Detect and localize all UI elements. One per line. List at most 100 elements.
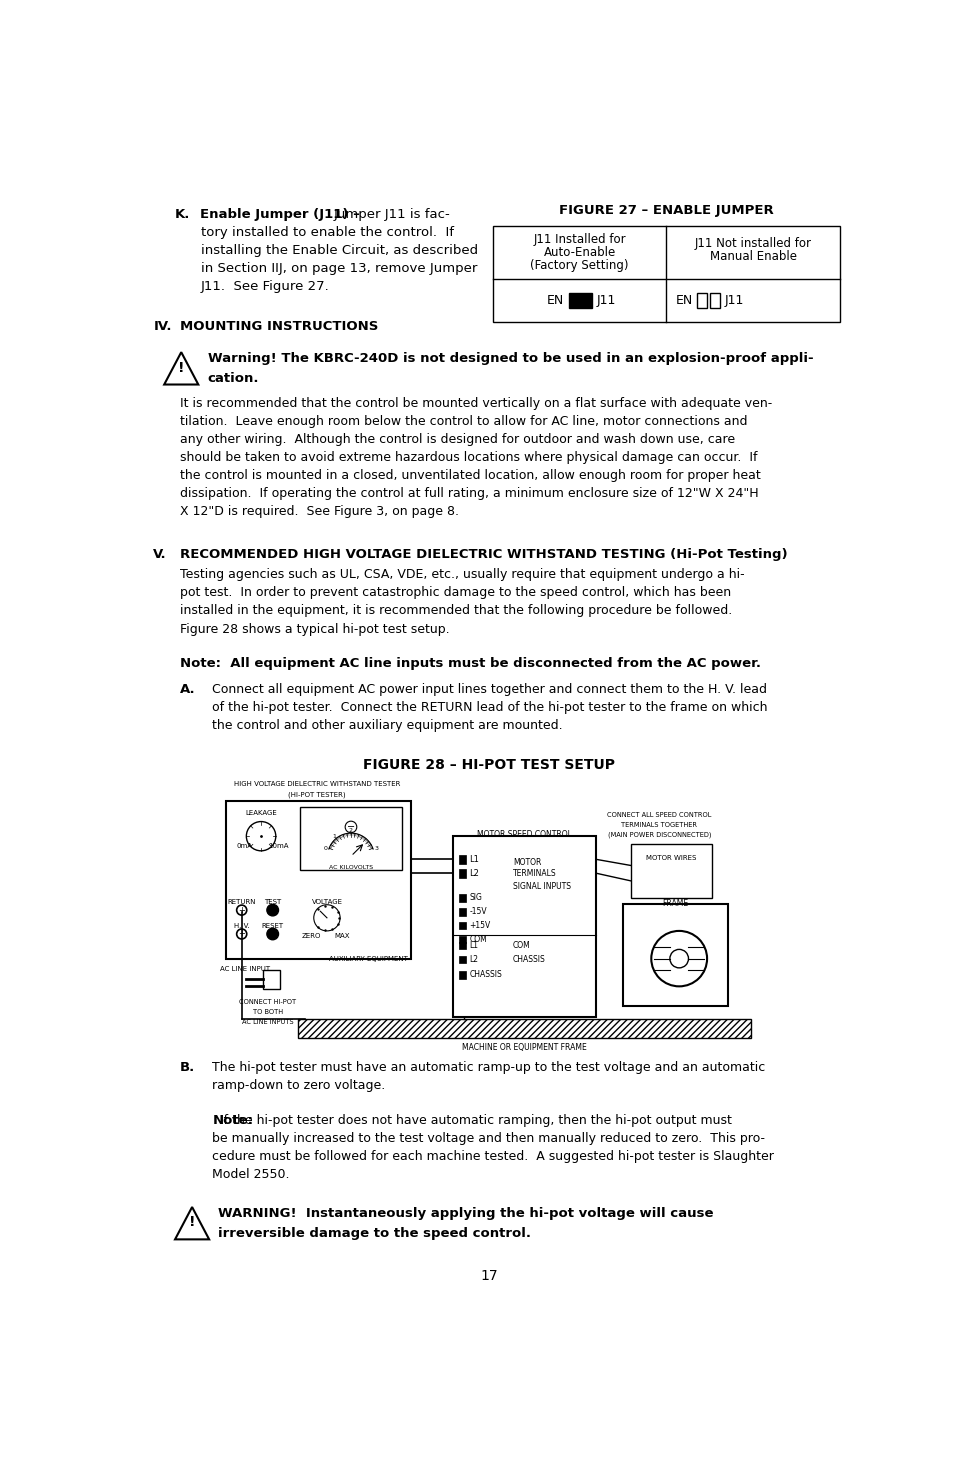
Bar	[452, 836, 596, 1018]
Text: (Factory Setting): (Factory Setting)	[530, 260, 628, 273]
Text: installed in the equipment, it is recommended that the following procedure be fo: installed in the equipment, it is recomm…	[179, 605, 731, 618]
Text: MACHINE OR EQUIPMENT FRAME: MACHINE OR EQUIPMENT FRAME	[461, 1043, 586, 1052]
Text: TERMINALS: TERMINALS	[513, 869, 556, 878]
Text: AC LINE INPUT: AC LINE INPUT	[220, 966, 270, 972]
Text: of the hi-pot tester.  Connect the RETURN lead of the hi-pot tester to the frame: of the hi-pot tester. Connect the RETURN…	[212, 701, 767, 714]
Text: pot test.  In order to prevent catastrophic damage to the speed control, which h: pot test. In order to prevent catastroph…	[179, 587, 730, 599]
Text: CHASSIS: CHASSIS	[469, 971, 502, 979]
Text: If the hi-pot tester does not have automatic ramping, then the hi-pot output mus: If the hi-pot tester does not have autom…	[212, 1114, 731, 1127]
Text: CHASSIS: CHASSIS	[513, 954, 545, 963]
Text: Model 2550.: Model 2550.	[212, 1168, 290, 1181]
Text: CONNECT ALL SPEED CONTROL: CONNECT ALL SPEED CONTROL	[607, 811, 711, 817]
Text: installing the Enable Circuit, as described: installing the Enable Circuit, as descri…	[200, 243, 477, 257]
Text: HIGH VOLTAGE DIELECTRIC WITHSTAND TESTER: HIGH VOLTAGE DIELECTRIC WITHSTAND TESTER	[233, 780, 399, 786]
Text: SIG: SIG	[469, 894, 482, 903]
Text: −: −	[347, 822, 355, 832]
Text: VOLTAGE: VOLTAGE	[311, 898, 342, 904]
Text: 1: 1	[332, 833, 335, 839]
Bar	[297, 1019, 750, 1038]
Text: the control is mounted in a closed, unventilated location, allow enough room for: the control is mounted in a closed, unve…	[179, 469, 760, 482]
Text: !: !	[189, 1215, 195, 1230]
Text: J11 Not installed for: J11 Not installed for	[694, 237, 811, 251]
Bar	[458, 854, 465, 864]
Text: AC KILOVOLTS: AC KILOVOLTS	[329, 866, 373, 870]
Bar	[697, 294, 707, 308]
Text: Figure 28 shows a typical hi-pot test setup.: Figure 28 shows a typical hi-pot test se…	[179, 622, 449, 636]
Circle shape	[267, 904, 278, 916]
Circle shape	[236, 906, 247, 914]
Text: J11 Installed for: J11 Installed for	[533, 233, 625, 246]
Text: dissipation.  If operating the control at full rating, a minimum enclosure size : dissipation. If operating the control at…	[179, 487, 758, 500]
Text: should be taken to avoid extreme hazardous locations where physical damage can o: should be taken to avoid extreme hazardo…	[179, 451, 757, 465]
Text: ZERO: ZERO	[301, 934, 321, 940]
Circle shape	[345, 822, 356, 833]
Circle shape	[236, 929, 247, 940]
Bar	[458, 941, 465, 950]
Text: L1: L1	[469, 941, 478, 950]
Bar	[458, 869, 465, 878]
Text: tory installed to enable the control.  If: tory installed to enable the control. If	[200, 226, 453, 239]
Text: Warning! The KBRC-240D is not designed to be used in an explosion-proof appli-: Warning! The KBRC-240D is not designed t…	[208, 353, 812, 366]
Text: K.: K.	[174, 208, 191, 221]
Text: SIGNAL INPUTS: SIGNAL INPUTS	[513, 882, 570, 891]
Text: Auto-Enable: Auto-Enable	[543, 246, 615, 260]
Text: MOUNTING INSTRUCTIONS: MOUNTING INSTRUCTIONS	[179, 320, 377, 333]
Text: L2: L2	[469, 954, 478, 963]
Text: Note:  All equipment AC line inputs must be disconnected from the AC power.: Note: All equipment AC line inputs must …	[179, 658, 760, 670]
Text: WARNING!  Instantaneously applying the hi-pot voltage will cause: WARNING! Instantaneously applying the hi…	[217, 1207, 713, 1220]
Bar	[458, 971, 465, 978]
Text: Jumper J11 is fac-: Jumper J11 is fac-	[333, 208, 450, 221]
Text: cation.: cation.	[208, 372, 259, 385]
Text: MOTOR: MOTOR	[513, 858, 540, 867]
Text: FRAME: FRAME	[661, 900, 688, 909]
Text: CONNECT HI-POT: CONNECT HI-POT	[239, 999, 296, 1004]
Bar	[226, 801, 410, 959]
Text: A.: A.	[179, 683, 195, 696]
Text: Note:: Note:	[212, 1114, 253, 1127]
Text: The hi-pot tester must have an automatic ramp-up to the test voltage and an auto: The hi-pot tester must have an automatic…	[212, 1061, 764, 1074]
Bar	[622, 904, 727, 1006]
Text: It is recommended that the control be mounted vertically on a flat surface with : It is recommended that the control be mo…	[179, 397, 771, 410]
Text: TERMINALS TOGETHER: TERMINALS TOGETHER	[620, 822, 697, 827]
Text: AUXILIARY EQUIPMENT: AUXILIARY EQUIPMENT	[329, 956, 407, 962]
Text: ramp-down to zero voltage.: ramp-down to zero voltage.	[212, 1080, 385, 1092]
Bar	[458, 894, 465, 901]
Text: X 12"D is required.  See Figure 3, on page 8.: X 12"D is required. See Figure 3, on pag…	[179, 506, 458, 518]
Text: Manual Enable: Manual Enable	[709, 251, 796, 263]
Text: irreversible damage to the speed control.: irreversible damage to the speed control…	[217, 1227, 530, 1240]
Text: (MAIN POWER DISCONNECTED): (MAIN POWER DISCONNECTED)	[607, 832, 710, 838]
Circle shape	[669, 950, 688, 968]
Text: V.: V.	[153, 549, 167, 562]
Text: +15V: +15V	[469, 920, 490, 931]
Bar	[458, 935, 465, 943]
Bar	[299, 807, 402, 870]
Bar	[709, 294, 720, 308]
Text: J11: J11	[723, 294, 743, 307]
Text: L2: L2	[469, 869, 479, 878]
Polygon shape	[174, 1207, 209, 1239]
Text: IV.: IV.	[153, 320, 172, 333]
Bar	[262, 971, 279, 990]
Circle shape	[314, 904, 340, 931]
Bar	[458, 922, 465, 929]
Text: AC LINE INPUTS: AC LINE INPUTS	[242, 1019, 294, 1025]
Bar	[458, 907, 465, 916]
Bar	[458, 956, 465, 963]
Text: 0mA: 0mA	[235, 842, 252, 848]
Text: J11: J11	[596, 294, 616, 307]
Text: MOTOR WIRES: MOTOR WIRES	[645, 854, 696, 861]
Text: B.: B.	[179, 1061, 194, 1074]
Circle shape	[651, 931, 706, 987]
Text: LEAKAGE: LEAKAGE	[245, 810, 276, 816]
Text: !: !	[178, 360, 184, 375]
Text: Enable Jumper (J11) –: Enable Jumper (J11) –	[199, 208, 359, 221]
Text: any other wiring.  Although the control is designed for outdoor and wash down us: any other wiring. Although the control i…	[179, 432, 734, 445]
Text: Testing agencies such as UL, CSA, VDE, etc., usually require that equipment unde: Testing agencies such as UL, CSA, VDE, e…	[179, 568, 743, 581]
Text: RECOMMENDED HIGH VOLTAGE DIELECTRIC WITHSTAND TESTING (Hi-Pot Testing): RECOMMENDED HIGH VOLTAGE DIELECTRIC WITH…	[179, 549, 786, 562]
Text: MOTOR SPEED CONTROL: MOTOR SPEED CONTROL	[476, 830, 571, 839]
Text: +: +	[238, 929, 245, 938]
Text: -15V: -15V	[469, 907, 487, 916]
Text: (HI-POT TESTER): (HI-POT TESTER)	[288, 792, 345, 798]
Text: TO BOTH: TO BOTH	[253, 1009, 283, 1015]
Text: tilation.  Leave enough room below the control to allow for AC line, motor conne: tilation. Leave enough room below the co…	[179, 414, 746, 428]
